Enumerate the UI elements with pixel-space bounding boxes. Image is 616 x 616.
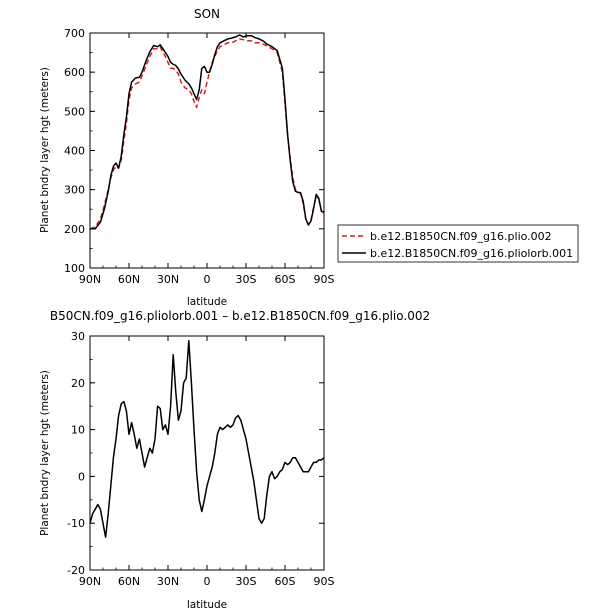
bottom-plot-frame (89, 335, 325, 571)
bottom-series-line-0 (89, 339, 325, 538)
top-y-tick-label: 200 (64, 223, 85, 236)
bottom-x-tick-label: 90S (314, 575, 335, 588)
top-y-tick-label: 300 (64, 184, 85, 197)
bottom-plot-area: 90N 60N 30N 0 30S 60S 90S -20 -10 0 10 20 30 (67, 330, 334, 588)
top-x-tick-label: 60N (118, 273, 140, 286)
top-y-tick-label: 500 (64, 105, 85, 118)
top-y-axis-label: Planet bndry layer hgt (meters) (39, 67, 51, 233)
legend-entry-plio: b.e12.B1850CN.f09_g16.plio.002 (370, 230, 552, 243)
bottom-y-tick-label: 0 (78, 470, 85, 483)
top-x-tick-label: 30S (236, 273, 257, 286)
legend-entry-pliolorb: b.e12.B1850CN.f09_g16.pliolorb.001 (370, 247, 573, 260)
bottom-x-tick-label: 30N (157, 575, 179, 588)
top-y-tick-label: 100 (64, 262, 85, 275)
top-x-tick-label: 90S (314, 273, 335, 286)
top-plot-area: 90N 60N 30N 0 30S 60S 90S 100 200 300 400 500 600 700 (64, 27, 335, 286)
top-y-tick-label: 700 (64, 27, 85, 40)
bottom-x-tick-label: 90N (79, 575, 101, 588)
bottom-x-tick-label: 60N (118, 575, 140, 588)
bottom-y-tick-label: 20 (71, 377, 85, 390)
top-y-tick-label: 600 (64, 66, 85, 79)
bottom-x-tick-label: 60S (275, 575, 296, 588)
bottom-y-tick-label: 10 (71, 424, 85, 437)
bottom-x-tick-label: 0 (204, 575, 211, 588)
legend-frame (337, 224, 579, 263)
top-series-line-0 (89, 38, 325, 230)
top-x-axis-label: latitude (187, 296, 227, 308)
bottom-x-axis-label: latitude (187, 599, 227, 611)
top-x-tick-label: 0 (204, 273, 211, 286)
top-x-tick-label: 90N (79, 273, 101, 286)
top-x-tick-label: 60S (275, 273, 296, 286)
top-y-tick-label: 400 (64, 145, 85, 158)
top-series-line-1 (90, 34, 325, 230)
bottom-y-tick-label: 30 (71, 330, 85, 343)
top-chart-title: SON (194, 7, 220, 21)
bottom-y-tick-label: -10 (67, 517, 85, 530)
bottom-x-tick-label: 30S (236, 575, 257, 588)
top-x-tick-label: 30N (157, 273, 179, 286)
bottom-chart-title: B50CN.f09_g16.pliolorb.001 – b.e12.B1850… (50, 309, 430, 323)
legend: b.e12.B1850CN.f09_g16.plio.002 b.e12.B18… (337, 224, 579, 263)
bottom-y-axis-label: Planet bndry layer hgt (meters) (39, 370, 51, 536)
bottom-y-tick-label: -20 (67, 564, 85, 577)
